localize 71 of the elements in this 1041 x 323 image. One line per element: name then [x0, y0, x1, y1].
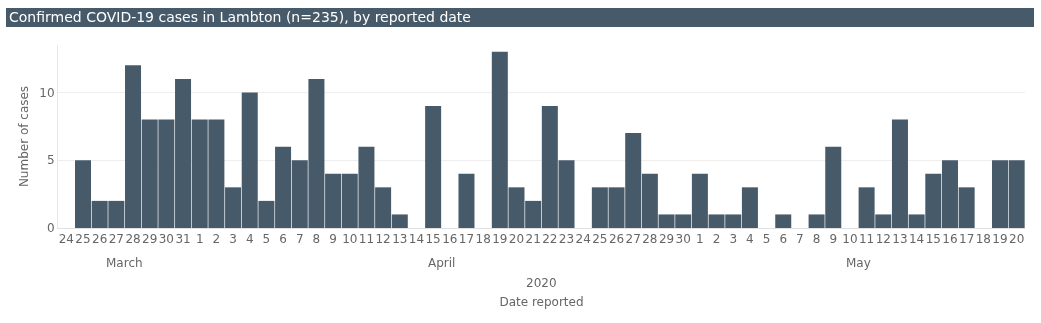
x-tick-label: 24: [575, 232, 591, 247]
x-tick-label: 30: [158, 232, 175, 247]
x-tick-label: 4: [746, 232, 754, 247]
x-tick-label: 31: [175, 232, 191, 247]
x-tick-label: 1: [696, 232, 704, 247]
text: March: [106, 256, 143, 270]
text: May: [846, 256, 871, 270]
x-tick-label: 11: [358, 232, 375, 247]
x-tick-label: 15: [425, 232, 441, 247]
x-tick-label: 29: [142, 232, 158, 247]
x-tick-label: 3: [729, 232, 738, 247]
x-tick-label: 12: [875, 232, 891, 247]
x-tick-label: 9: [829, 232, 838, 247]
y-tick-label: 10: [39, 85, 55, 100]
x-tick-label: 26: [608, 232, 625, 247]
x-tick-label: 21: [525, 232, 541, 247]
x-tick-label: 11: [858, 232, 875, 247]
x-tick-label: 18: [475, 232, 491, 247]
x-tick-label: 24: [58, 232, 74, 247]
x-tick-label: 19: [492, 232, 508, 247]
x-tick-label: 30: [675, 232, 691, 247]
x-axis-title: Date reported: [499, 295, 584, 310]
text: 2020: [526, 276, 557, 290]
x-tick-label: 16: [442, 232, 458, 247]
x-tick-label: 27: [625, 232, 641, 247]
x-tick-label: 13: [892, 232, 908, 247]
x-tick-label: 28: [642, 232, 658, 247]
x-tick-label: 14: [408, 232, 425, 247]
x-tick-label: 8: [812, 232, 821, 247]
x-tick-label: 22: [542, 232, 558, 247]
x-tick-label: 10: [842, 232, 858, 247]
x-tick-label: 5: [762, 232, 771, 247]
x-tick-label: 26: [92, 232, 108, 247]
x-tick-label: 6: [779, 232, 788, 247]
x-tick-label: 29: [658, 232, 675, 247]
bar: [775, 214, 792, 228]
y-axis-title: Number of cases: [16, 85, 31, 188]
y-tick-label: 0: [46, 221, 55, 236]
x-tick-label: 25: [592, 232, 608, 247]
x-tick-label: 4: [245, 232, 254, 247]
bar: [458, 173, 475, 228]
text: April: [428, 256, 456, 270]
x-tick-label: 10: [342, 232, 358, 247]
x-tick-label: 2: [712, 232, 721, 247]
x-tick-label: 17: [959, 232, 975, 247]
x-tick-label: 6: [279, 232, 287, 247]
x-tick-label: 12: [375, 232, 391, 247]
x-tick-label: 5: [262, 232, 271, 247]
x-tick-label: 20: [508, 232, 525, 247]
x-tick-label: 3: [229, 232, 237, 247]
x-tick-label: 28: [125, 232, 141, 247]
y-tick-label: 5: [46, 153, 55, 168]
x-tick-label: 27: [108, 232, 124, 247]
x-tick-label: 1: [195, 232, 204, 247]
x-tick-label: 7: [796, 232, 804, 247]
x-tick-label: 20: [1009, 232, 1025, 247]
x-tick-label: 25: [75, 232, 91, 247]
x-tick-label: 13: [392, 232, 408, 247]
chart-title: Confirmed COVID-19 cases in Lambton (n=235), by reported date: [9, 9, 471, 26]
x-tick-label: 18: [975, 232, 991, 247]
x-tick-label: 14: [908, 232, 925, 247]
x-tick-label: 16: [942, 232, 958, 247]
x-tick-label: 7: [295, 232, 304, 247]
x-tick-label: 8: [312, 232, 321, 247]
x-tick-label: 17: [458, 232, 475, 247]
x-tick-label: 23: [558, 232, 575, 247]
bar: [425, 106, 442, 228]
x-tick-label: 2: [212, 232, 221, 247]
x-tick-label: 9: [329, 232, 337, 247]
x-tick-label: 19: [992, 232, 1008, 247]
x-tick-label: 15: [925, 232, 941, 247]
